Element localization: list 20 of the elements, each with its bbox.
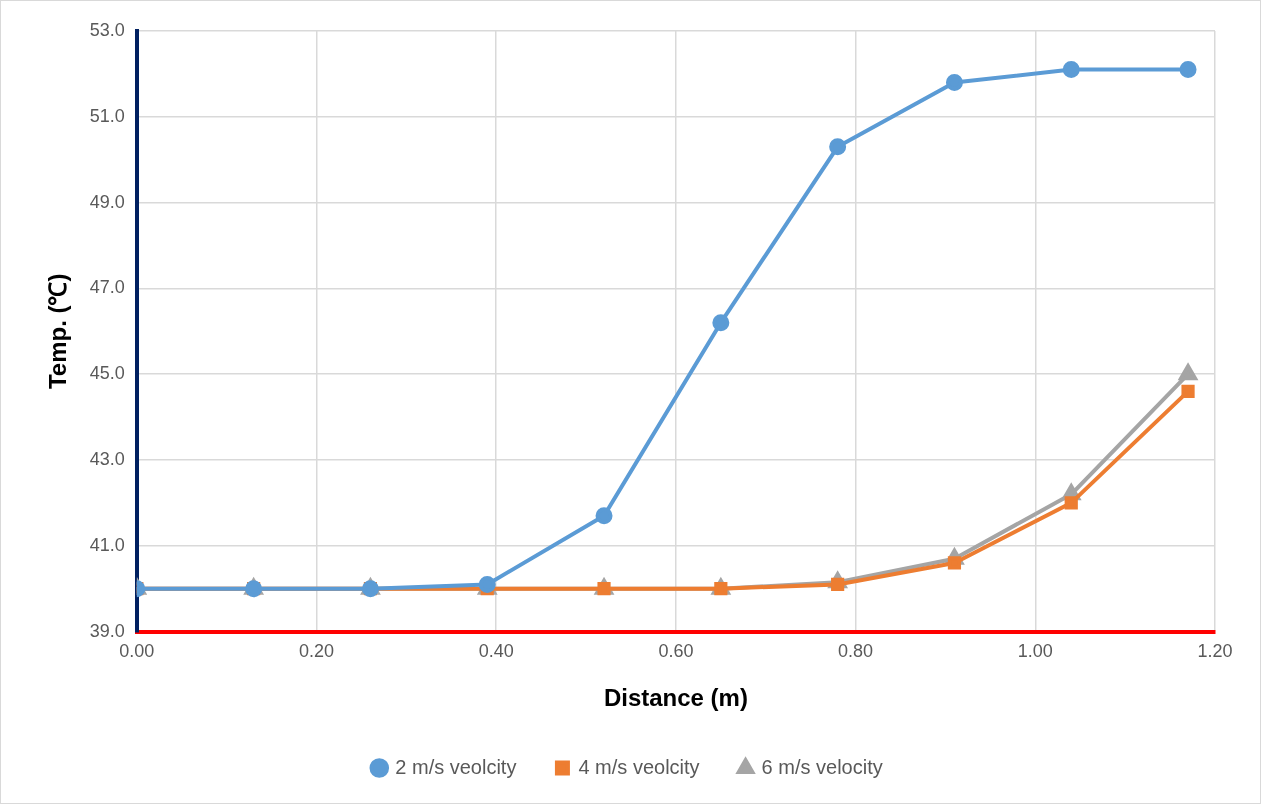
y-tick-label: 45.0 xyxy=(89,363,125,384)
x-axis-title: Distance (m) xyxy=(603,684,748,712)
y-tick-label: 43.0 xyxy=(89,448,125,469)
x-tick-label: 0.20 xyxy=(299,641,335,662)
y-tick-label: 53.0 xyxy=(89,19,125,40)
legend-label: 4 m/s veolcity xyxy=(578,755,700,778)
y-tick-label: 41.0 xyxy=(89,534,125,555)
x-tick-label: 0.40 xyxy=(478,641,514,662)
legend-label: 2 m/s veolcity xyxy=(395,755,517,778)
legend-label: 6 m/s velocity xyxy=(761,755,883,778)
x-tick-label: 0.60 xyxy=(658,641,694,662)
y-tick-label: 51.0 xyxy=(89,105,125,126)
y-tick-label: 47.0 xyxy=(89,277,125,298)
x-tick-label: 0.00 xyxy=(119,641,155,662)
x-tick-label: 0.80 xyxy=(838,641,874,662)
x-tick-label: 1.20 xyxy=(1197,641,1233,662)
y-tick-label: 39.0 xyxy=(89,620,125,641)
x-tick-label: 1.00 xyxy=(1017,641,1053,662)
y-tick-label: 49.0 xyxy=(89,191,125,212)
y-axis-title: Temp. (℃) xyxy=(44,273,72,390)
